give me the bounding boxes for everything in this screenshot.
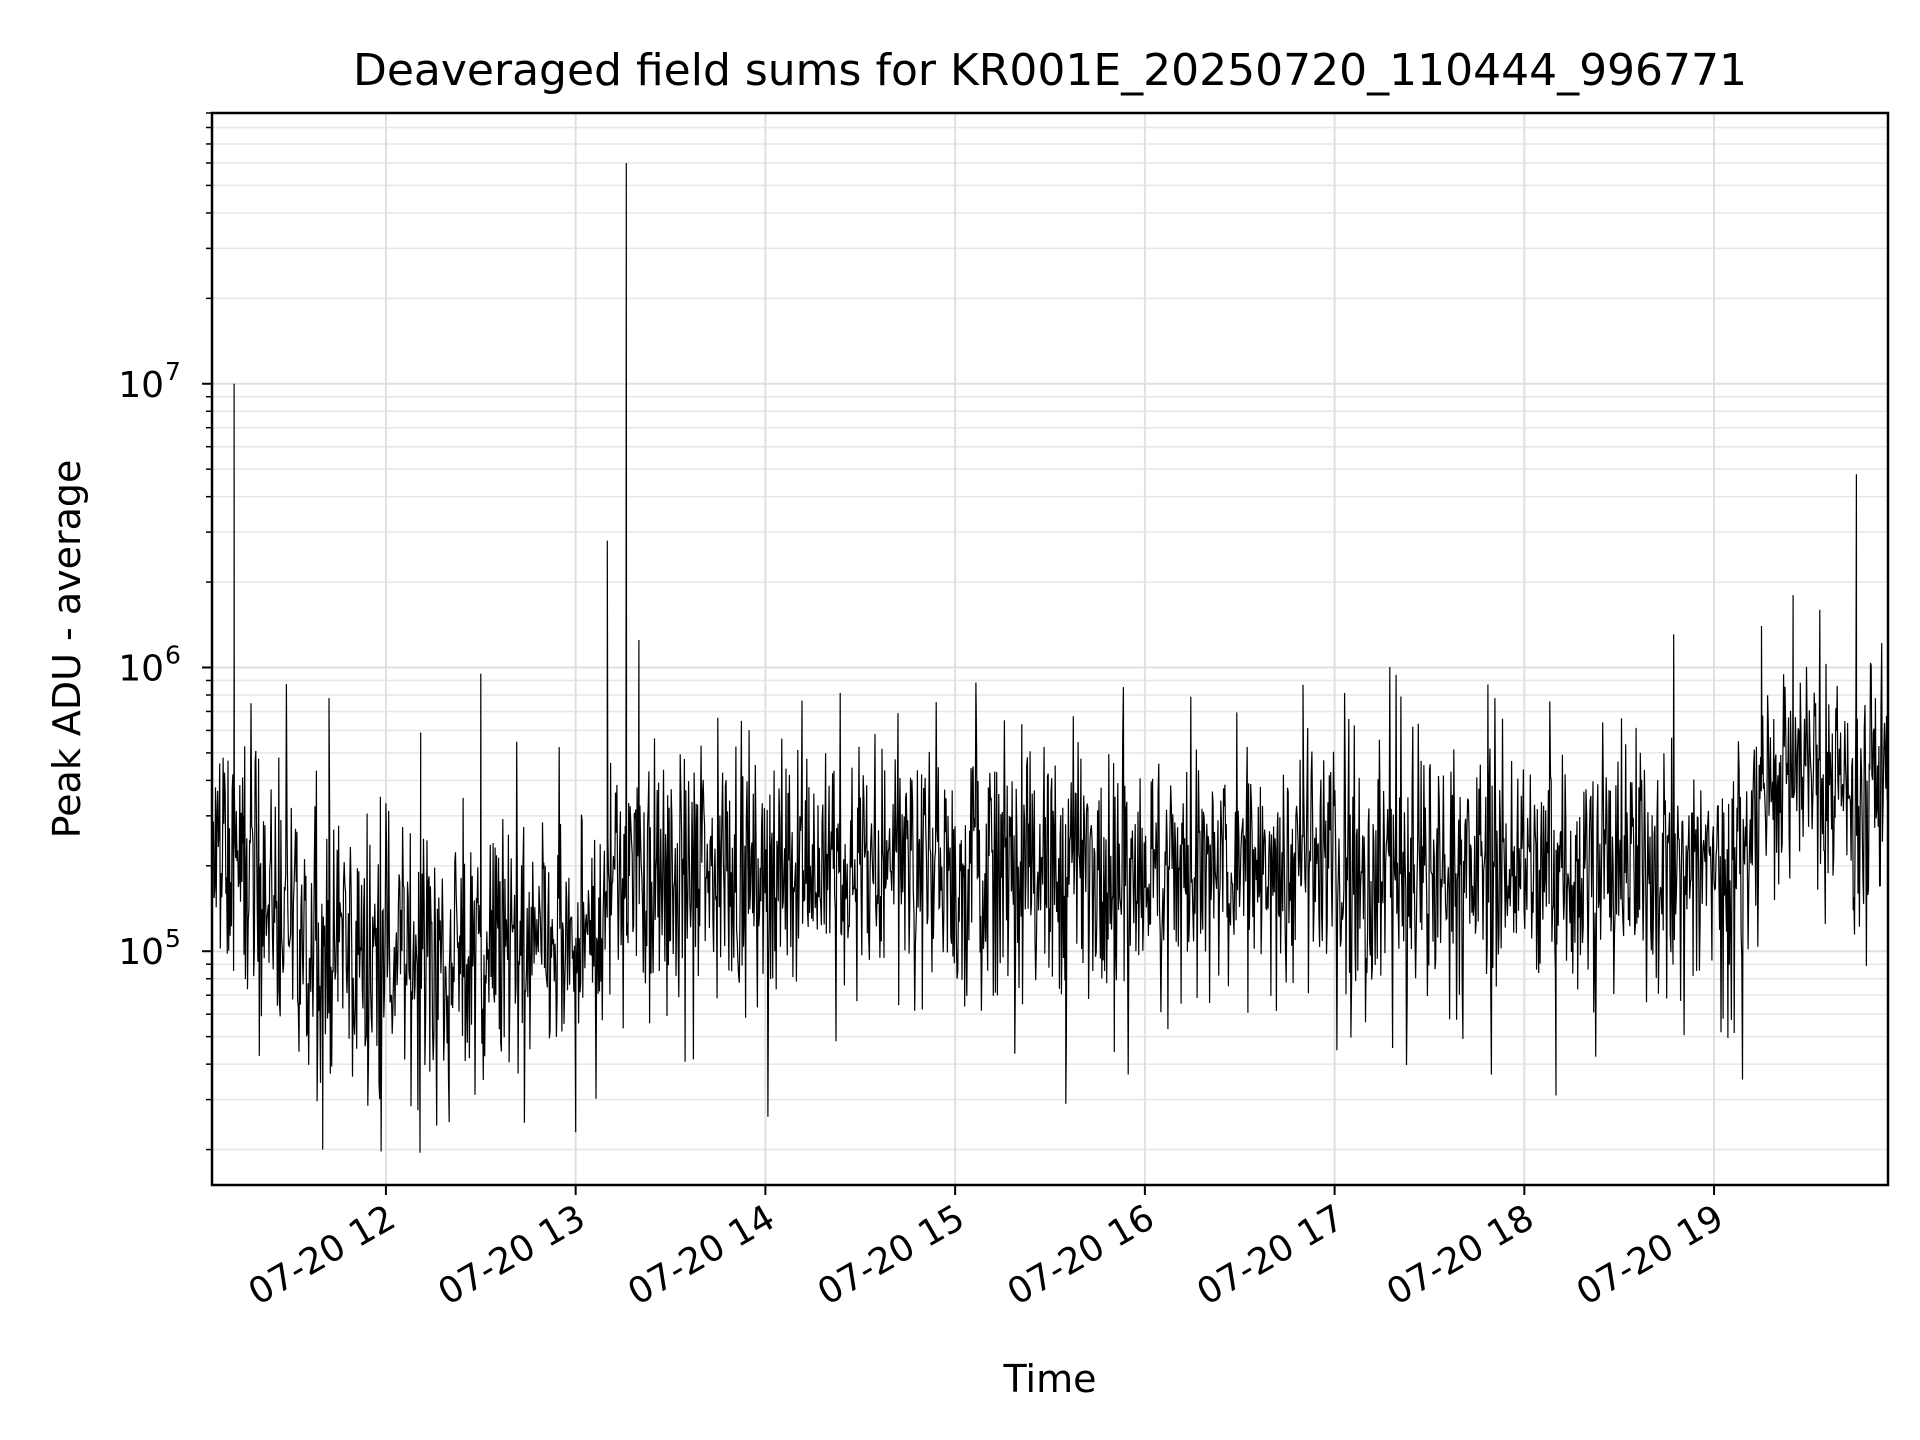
y-tick-exponent: 7 [165,357,181,386]
series-line [211,162,1889,1153]
y-tick-label: 10 [118,365,164,406]
plot-frame [210,111,1890,1187]
y-tick-exponent: 5 [165,924,181,953]
chart-title: Deaveraged field sums for KR001E_2025072… [353,45,1747,96]
tick-marks [202,112,1716,1195]
y-tick-label: 10 [118,932,164,973]
y-axis-label: Peak ADU - average [45,460,89,839]
x-axis-label: Time [1003,1357,1097,1401]
series-layer [211,162,1889,1153]
major-gridlines [212,113,1888,1185]
y-tick-exponent: 6 [165,640,181,669]
y-tick-label: 10 [118,648,164,689]
minor-gridlines [212,112,1888,1151]
